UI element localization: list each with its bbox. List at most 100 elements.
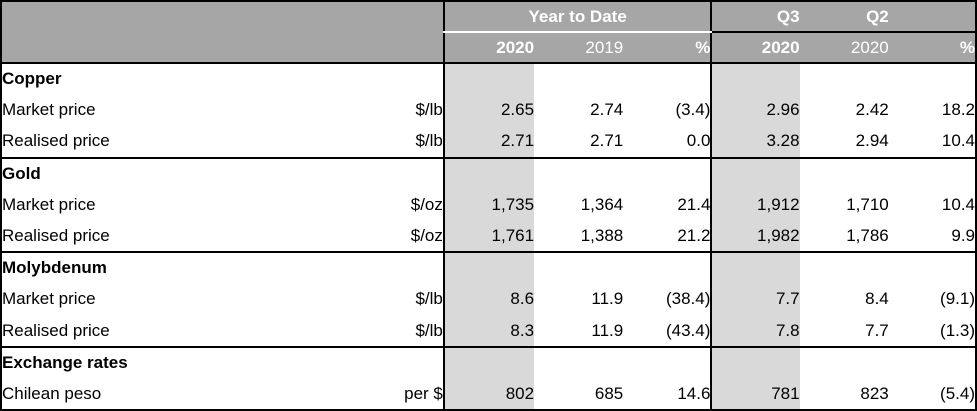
unit-cell: $/oz xyxy=(410,194,443,214)
col-header-q2-2020: 2020 xyxy=(799,32,889,63)
empty-cell xyxy=(534,345,624,379)
header-year-row: 2020 2019 % 2020 2020 % xyxy=(1,32,976,63)
value-cell: 8.6 xyxy=(442,283,535,316)
table-row: Realised price $/lb 8.3 11.9 (43.4) 7.8 … xyxy=(1,315,976,347)
table-row: Market price $/oz 1,735 1,364 21.4 1,912… xyxy=(1,189,976,221)
value-cell: 11.9 xyxy=(591,320,624,340)
header-group-q3: Q3 xyxy=(710,1,800,33)
value-cell: 1,912 xyxy=(710,189,800,221)
empty-cell xyxy=(442,156,535,190)
header-corner-cell xyxy=(1,1,444,32)
empty-cell xyxy=(534,156,624,190)
empty-cell xyxy=(888,62,976,95)
table-row: Market price $/lb 2.65 2.74 (3.4) 2.96 2… xyxy=(1,94,976,127)
empty-cell xyxy=(710,345,800,379)
header-group-year-to-date: Year to Date xyxy=(442,1,712,33)
value-cell: 0.0 xyxy=(686,131,711,151)
unit-cell: $/lb xyxy=(415,131,443,151)
section-header-row: Molybdenum xyxy=(1,251,976,284)
empty-cell xyxy=(799,345,889,379)
value-cell: 2.71 xyxy=(442,126,535,158)
value-cell: 21.2 xyxy=(677,225,711,245)
empty-cell xyxy=(888,345,976,379)
empty-cell xyxy=(623,62,712,95)
value-cell: 1,710 xyxy=(846,194,889,214)
value-cell: 3.28 xyxy=(710,126,800,158)
section-name: Gold xyxy=(1,156,444,190)
empty-cell xyxy=(442,62,535,95)
value-cell: 10.4 xyxy=(941,194,975,214)
section-header-row: Gold xyxy=(1,156,976,190)
empty-cell xyxy=(888,251,976,284)
value-cell: 1,735 xyxy=(442,189,535,221)
value-cell: 2.94 xyxy=(855,131,889,151)
value-cell: 8.4 xyxy=(865,289,889,309)
empty-cell xyxy=(623,156,712,190)
header-corner-cell-2 xyxy=(1,32,444,63)
header-group-row: Year to Date Q3 Q2 xyxy=(1,1,976,33)
value-cell: 1,388 xyxy=(580,225,624,245)
empty-cell xyxy=(534,62,624,95)
value-cell: (3.4) xyxy=(675,100,711,120)
value-cell: 1,786 xyxy=(846,225,889,245)
row-label: Market price xyxy=(2,100,96,120)
row-label: Realised price xyxy=(2,225,110,245)
col-header-ytd-2020: 2020 xyxy=(442,32,535,63)
value-cell: 9.9 xyxy=(951,225,975,245)
row-label: Market price xyxy=(2,289,96,309)
empty-cell xyxy=(710,156,800,190)
unit-cell: $/oz xyxy=(410,225,443,245)
unit-cell: $/lb xyxy=(415,320,443,340)
value-cell: (43.4) xyxy=(665,320,711,340)
empty-cell xyxy=(799,251,889,284)
value-cell: 823 xyxy=(860,383,889,403)
unit-cell: $/lb xyxy=(415,289,443,309)
section-name: Exchange rates xyxy=(1,345,444,379)
value-cell: 14.6 xyxy=(677,383,711,403)
empty-cell xyxy=(799,156,889,190)
value-cell: 2.74 xyxy=(590,100,624,120)
value-cell: 21.4 xyxy=(677,194,711,214)
section-header-row: Copper xyxy=(1,62,976,95)
value-cell: 7.8 xyxy=(710,315,800,347)
section-name: Copper xyxy=(1,62,444,95)
value-cell: 2.42 xyxy=(855,100,889,120)
value-cell: 802 xyxy=(442,378,535,410)
empty-cell xyxy=(534,251,624,284)
value-cell: 8.3 xyxy=(442,315,535,347)
header-group-pct-spacer xyxy=(888,1,976,33)
header-group-q2: Q2 xyxy=(799,1,889,33)
value-cell: (1.3) xyxy=(940,320,975,340)
value-cell: (38.4) xyxy=(665,289,711,309)
unit-cell: $/lb xyxy=(415,100,443,120)
value-cell: 1,761 xyxy=(442,220,535,253)
table-row: Chilean peso per $ 802 685 14.6 781 823 … xyxy=(1,378,976,410)
row-label: Chilean peso xyxy=(2,383,102,403)
empty-cell xyxy=(623,251,712,284)
value-cell: 2.65 xyxy=(442,94,535,127)
unit-cell: per $ xyxy=(404,383,443,403)
empty-cell xyxy=(799,62,889,95)
empty-cell xyxy=(888,156,976,190)
col-header-ytd-pct: % xyxy=(623,32,712,63)
value-cell: 11.9 xyxy=(591,289,624,309)
row-label: Realised price xyxy=(2,320,110,340)
row-label: Market price xyxy=(2,194,96,214)
value-cell: (9.1) xyxy=(940,289,975,309)
col-header-qtr-pct: % xyxy=(888,32,976,63)
col-header-ytd-2019: 2019 xyxy=(534,32,624,63)
row-label: Realised price xyxy=(2,131,110,151)
empty-cell xyxy=(710,62,800,95)
value-cell: 7.7 xyxy=(865,320,889,340)
empty-cell xyxy=(442,345,535,379)
table-row: Realised price $/lb 2.71 2.71 0.0 3.28 2… xyxy=(1,126,976,158)
value-cell: 2.71 xyxy=(590,131,624,151)
value-cell: 7.7 xyxy=(710,283,800,316)
value-cell: 685 xyxy=(594,383,624,403)
empty-cell xyxy=(442,251,535,284)
value-cell: 1,982 xyxy=(710,220,800,253)
value-cell: 10.4 xyxy=(941,131,975,151)
value-cell: 781 xyxy=(710,378,800,410)
